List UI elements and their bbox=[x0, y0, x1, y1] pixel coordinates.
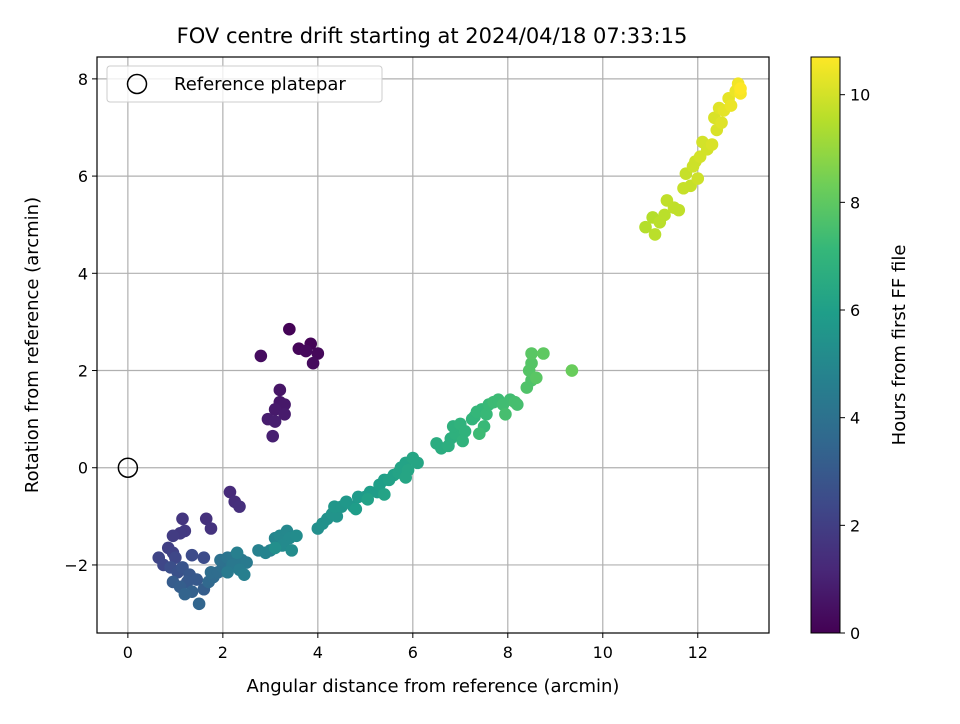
colorbar bbox=[810, 56, 841, 634]
data-point bbox=[458, 424, 472, 438]
data-point bbox=[299, 344, 313, 358]
colorbar-tick-label: 6 bbox=[850, 301, 860, 320]
data-point bbox=[715, 116, 728, 129]
x-tick-label: 12 bbox=[688, 643, 708, 662]
data-point bbox=[266, 429, 280, 443]
reference-marker-group bbox=[117, 457, 139, 478]
y-axis-ticks: −2 0 2 4 6 8 bbox=[64, 70, 97, 575]
data-point bbox=[456, 434, 469, 448]
data-point bbox=[233, 500, 246, 513]
data-point bbox=[361, 493, 374, 506]
legend-reference-marker bbox=[126, 73, 148, 95]
data-point bbox=[378, 488, 391, 501]
data-point bbox=[734, 82, 747, 95]
data-point bbox=[221, 565, 234, 579]
data-point bbox=[185, 548, 199, 562]
data-point bbox=[199, 512, 213, 526]
colorbar-tick-label: 10 bbox=[850, 86, 870, 105]
data-point bbox=[480, 407, 493, 421]
x-tick-label: 8 bbox=[503, 643, 513, 662]
data-point bbox=[290, 529, 303, 543]
y-axis-label: Rotation from reference (arcmin) bbox=[22, 197, 43, 493]
legend-box bbox=[106, 65, 383, 103]
data-point bbox=[237, 568, 251, 581]
data-point bbox=[565, 364, 579, 377]
data-point bbox=[330, 510, 344, 523]
x-axis-ticks: 0 2 4 6 8 10 12 bbox=[123, 633, 708, 662]
data-point bbox=[268, 415, 282, 428]
colorbar-label: Hours from first FF file bbox=[889, 245, 910, 446]
data-point bbox=[166, 529, 180, 543]
scatter-points bbox=[152, 77, 747, 611]
data-point bbox=[510, 398, 524, 411]
data-point bbox=[658, 208, 671, 222]
y-tick-label: 2 bbox=[78, 362, 88, 381]
data-point bbox=[197, 551, 211, 564]
x-tick-label: 6 bbox=[408, 643, 418, 662]
data-point bbox=[705, 138, 719, 151]
data-point bbox=[691, 172, 705, 185]
data-point bbox=[411, 456, 424, 470]
y-tick-label: 8 bbox=[78, 70, 88, 89]
data-point bbox=[399, 471, 412, 484]
data-point bbox=[230, 546, 244, 560]
data-point bbox=[525, 356, 538, 370]
data-point bbox=[278, 407, 291, 421]
data-point bbox=[311, 347, 325, 360]
data-point bbox=[204, 522, 218, 535]
data-point bbox=[283, 322, 296, 336]
data-point bbox=[223, 485, 237, 499]
colorbar-tick-label: 2 bbox=[850, 516, 860, 535]
chart-title: FOV centre drift starting at 2024/04/18 … bbox=[177, 24, 688, 48]
legend: Reference platepar bbox=[106, 65, 383, 103]
reference-platepar-marker bbox=[117, 457, 139, 478]
grid-lines bbox=[97, 57, 769, 633]
x-tick-label: 10 bbox=[593, 643, 613, 662]
data-point bbox=[169, 551, 182, 564]
data-point bbox=[499, 407, 512, 421]
data-point bbox=[190, 573, 204, 586]
y-tick-label: −2 bbox=[64, 556, 88, 575]
y-tick-label: 6 bbox=[78, 167, 88, 186]
legend-entry-reference-platepar: Reference platepar bbox=[174, 74, 346, 95]
data-point bbox=[672, 203, 686, 217]
data-point bbox=[648, 228, 662, 241]
data-point bbox=[473, 427, 486, 441]
x-tick-label: 2 bbox=[218, 643, 228, 662]
x-tick-label: 0 bbox=[123, 643, 133, 662]
data-point bbox=[268, 403, 282, 416]
y-tick-label: 0 bbox=[78, 459, 88, 478]
data-point bbox=[268, 541, 282, 555]
x-axis-label: Angular distance from reference (arcmin) bbox=[247, 676, 620, 697]
data-point bbox=[525, 347, 538, 360]
data-point bbox=[254, 349, 268, 363]
data-point bbox=[178, 587, 192, 601]
data-point bbox=[285, 544, 299, 557]
colorbar-tick-label: 4 bbox=[850, 409, 860, 428]
y-tick-label: 4 bbox=[78, 264, 88, 283]
plot-area-frame bbox=[96, 56, 770, 634]
x-tick-label: 4 bbox=[313, 643, 323, 662]
data-point bbox=[306, 356, 320, 370]
colorbar-tick-label: 0 bbox=[850, 624, 860, 643]
colorbar-tick-label: 8 bbox=[850, 193, 860, 212]
data-point bbox=[639, 220, 652, 234]
data-point bbox=[273, 383, 287, 397]
data-point bbox=[278, 398, 291, 411]
data-point bbox=[176, 512, 189, 526]
data-point bbox=[192, 597, 206, 611]
data-point bbox=[349, 502, 363, 516]
data-point bbox=[724, 99, 738, 112]
colorbar-ticks: 0 2 4 6 8 10 bbox=[840, 86, 870, 643]
data-point bbox=[537, 347, 550, 360]
data-point bbox=[529, 371, 543, 385]
